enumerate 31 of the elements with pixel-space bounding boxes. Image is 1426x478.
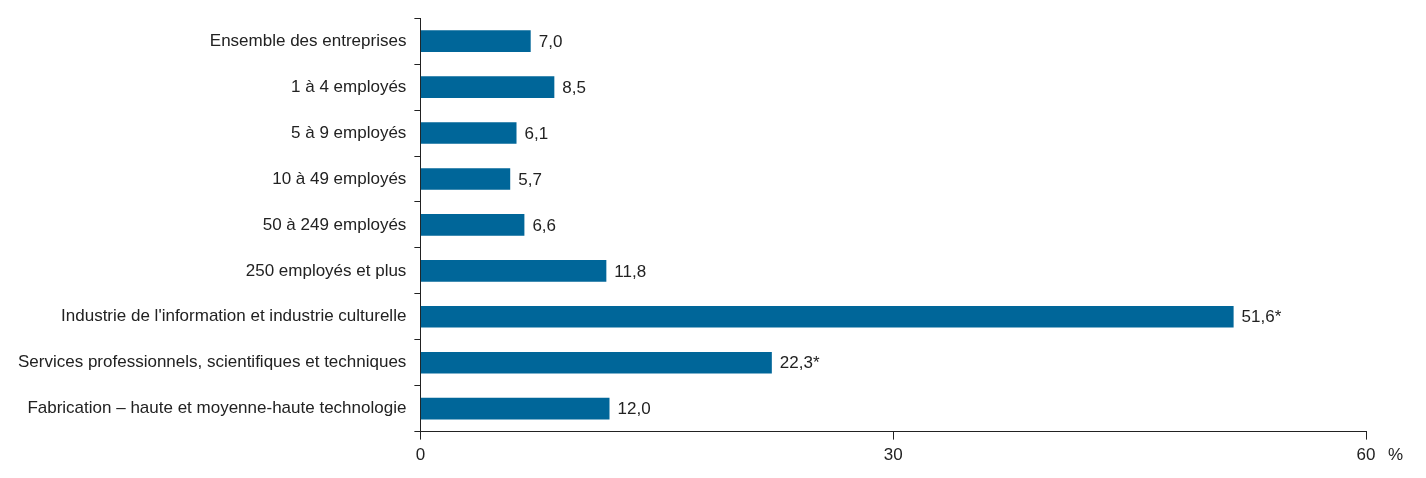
data-label: 5,7 [518, 169, 542, 189]
bar [420, 76, 555, 98]
y-tick-label: 10 à 49 employés [272, 168, 407, 188]
data-label: 6,1 [524, 123, 549, 143]
x-axis-title: % [1388, 444, 1404, 464]
data-label: 22,3* [779, 353, 820, 373]
data-label: 51,6* [1241, 307, 1282, 327]
data-label: 8,5 [562, 77, 586, 97]
bar [420, 351, 772, 374]
data-label: 7,0 [538, 31, 563, 51]
y-tick-label: 50 à 249 employés [262, 214, 407, 234]
x-tick-label: 60 [1356, 445, 1376, 465]
y-tick-label: Fabrication – haute et moyenne-haute technologie [27, 398, 407, 418]
x-tick-label: 30 [883, 445, 903, 465]
bar [420, 305, 1234, 328]
bar [420, 260, 607, 282]
bar [420, 214, 525, 236]
bar [420, 30, 531, 52]
data-label: 6,6 [532, 215, 557, 235]
y-tick-label: Ensemble des entreprises [209, 30, 407, 50]
data-label: 12,0 [617, 399, 651, 419]
bar [420, 168, 511, 190]
y-tick-label: 5 à 9 employés [291, 122, 407, 142]
bar [420, 397, 610, 420]
y-tick-label: Services professionnels, scientifiques et techniques [17, 352, 407, 372]
y-tick-label: 250 employés et plus [245, 260, 407, 280]
y-tick-label: Industrie de l'information et industrie culturelle [61, 306, 407, 326]
x-tick-label: 0 [415, 445, 426, 465]
y-tick-label: 1 à 4 employés [291, 76, 407, 96]
bar [420, 122, 517, 144]
data-label: 11,8 [614, 261, 647, 281]
